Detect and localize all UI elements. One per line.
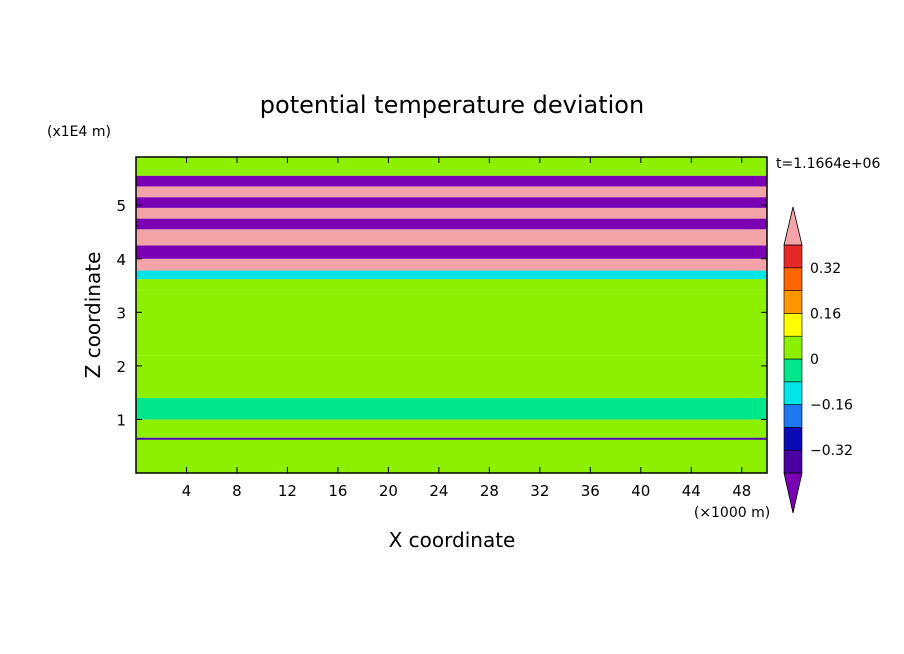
x-tick-label: 40 <box>631 482 650 500</box>
contour-band <box>136 197 767 208</box>
contour-band <box>136 290 767 356</box>
y-tick-label: 3 <box>116 304 126 322</box>
y-tick-label: 4 <box>116 251 126 269</box>
x-tick-label: 28 <box>480 482 499 500</box>
colorbar-label: −0.16 <box>810 398 853 414</box>
plot-frame <box>135 156 768 474</box>
contour-band <box>136 398 767 420</box>
y-axis: 1 2 3 4 5 <box>116 197 767 429</box>
x-tick-label: 8 <box>232 482 242 500</box>
contour-band <box>136 218 767 230</box>
colorbar-segment <box>783 267 803 291</box>
contour-band <box>136 207 767 219</box>
contour-band <box>136 279 767 291</box>
colorbar-segment <box>783 404 803 428</box>
colorbar-label: 0.16 <box>810 306 841 322</box>
x-tick-label: 36 <box>581 482 600 500</box>
colorbar-segment <box>783 244 803 269</box>
y-unit-label: (x1E4 m) <box>47 124 111 140</box>
x-tick-label: 32 <box>530 482 549 500</box>
contour-band <box>136 439 767 473</box>
colorbar-segment <box>783 358 803 383</box>
colorbar-max-triangle <box>783 206 803 246</box>
contour-band <box>136 355 767 399</box>
chart-title: potential temperature deviation <box>260 91 644 119</box>
time-label: t=1.1664e+06 <box>776 156 880 172</box>
colorbar-segment <box>783 381 803 405</box>
colorbar-segment <box>783 449 803 474</box>
colorbar: 0.32 0.16 0 −0.16 −0.32 <box>783 206 853 514</box>
colorbar-label: −0.32 <box>810 443 853 459</box>
contour-band <box>136 258 767 271</box>
colorbar-segment <box>783 313 803 337</box>
colorbar-label: 0 <box>810 352 819 368</box>
contour-band <box>136 186 767 198</box>
contour-band <box>136 437 767 440</box>
y-tick-label: 2 <box>116 358 126 376</box>
colorbar-segment <box>783 335 803 360</box>
contour-band <box>136 245 767 259</box>
x-tick-label: 24 <box>429 482 448 500</box>
y-axis-label: Z coordinate <box>81 252 105 379</box>
y-tick-label: 5 <box>116 197 126 215</box>
contour-band <box>136 229 767 246</box>
x-tick-label: 12 <box>278 482 297 500</box>
x-unit-label: (×1000 m) <box>694 505 770 521</box>
contour-band <box>136 270 767 280</box>
plot-area <box>136 157 767 473</box>
colorbar-segment <box>783 290 803 314</box>
x-axis-label: X coordinate <box>389 528 516 552</box>
colorbar-segment <box>783 427 803 451</box>
x-tick-label: 20 <box>379 482 398 500</box>
y-tick-label: 1 <box>116 411 126 429</box>
colorbar-min-triangle <box>783 472 803 514</box>
contour-band <box>136 157 767 176</box>
x-tick-label: 48 <box>732 482 751 500</box>
x-tick-label: 4 <box>182 482 192 500</box>
contour-band <box>136 175 767 187</box>
contour-band <box>136 419 767 438</box>
x-tick-label: 16 <box>328 482 347 500</box>
colorbar-label: 0.32 <box>810 261 841 277</box>
x-axis: 4 8 12 16 20 24 28 32 36 40 44 48 <box>182 157 751 500</box>
x-tick-label: 44 <box>682 482 701 500</box>
